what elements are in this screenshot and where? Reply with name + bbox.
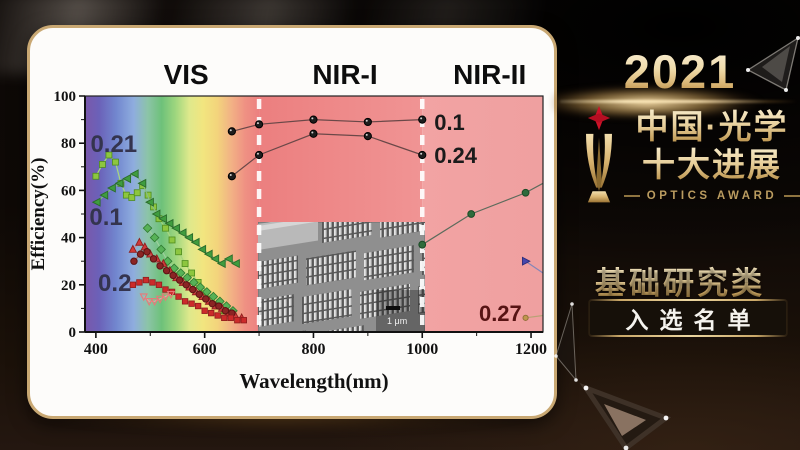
award-subtitle: OPTICS AWARD	[624, 190, 800, 202]
award-title: 中国·光学 十大进展 OPTICS AWARD	[624, 108, 800, 202]
result-card: 1 μm 400 600 800 1000 1200 0 20 40 60 80 100 Wavelen…	[27, 25, 557, 419]
svg-text:80: 80	[61, 136, 76, 152]
svg-text:0.27: 0.27	[479, 301, 522, 326]
series-black-circles-0.24	[227, 129, 427, 181]
svg-text:20: 20	[61, 278, 76, 294]
svg-text:1 μm: 1 μm	[387, 316, 407, 326]
trophy-right-wing	[599, 133, 612, 188]
series-green-triangles-0.1	[91, 169, 240, 269]
svg-text:100: 100	[54, 89, 77, 105]
award-title-line1: 中国·光学	[624, 108, 800, 146]
svg-text:40: 40	[61, 231, 76, 247]
dash-right	[784, 195, 800, 197]
list-badge: 入选名单	[588, 299, 788, 337]
star-icon-h	[587, 113, 611, 123]
axes: 400 600 800 1000 1200 0 20 40 60 80 100 Wavelength(…	[30, 89, 547, 393]
series-pink-open-triangles	[139, 290, 176, 307]
dash-left	[624, 195, 640, 197]
svg-text:0.2: 0.2	[98, 270, 131, 297]
svg-text:VIS: VIS	[164, 59, 209, 90]
svg-text:0.1: 0.1	[89, 204, 122, 231]
series-gold-dot-0.27	[522, 314, 544, 321]
category-label: 基础研究类	[560, 258, 800, 303]
award-subtitle-text: OPTICS AWARD	[646, 190, 778, 202]
svg-text:0: 0	[69, 325, 77, 341]
svg-text:60: 60	[61, 183, 76, 199]
svg-text:400: 400	[84, 341, 108, 358]
sem-inset-image: 1 μm	[258, 222, 425, 333]
series-darkred-circles	[130, 248, 236, 317]
series-green-circles-nir2	[418, 182, 544, 249]
series-blue-triangle-right	[521, 256, 544, 274]
svg-text:1000: 1000	[406, 341, 438, 358]
award-title-line2: 十大进展	[624, 146, 800, 184]
svg-text:600: 600	[193, 341, 217, 358]
svg-text:0.1: 0.1	[434, 110, 465, 135]
trophy-blade	[596, 137, 602, 192]
svg-text:NIR-II: NIR-II	[453, 59, 526, 90]
trophy-base	[587, 191, 611, 203]
svg-text:800: 800	[301, 341, 325, 358]
light-beam-core-decoration	[560, 100, 798, 103]
svg-text:Wavelength(nm): Wavelength(nm)	[239, 369, 388, 393]
svg-text:1200: 1200	[515, 341, 547, 358]
svg-text:0.24: 0.24	[434, 143, 478, 168]
dashed-separators	[256, 99, 425, 330]
svg-text:NIR-I: NIR-I	[312, 59, 377, 90]
trophy-left-wing	[586, 133, 599, 188]
svg-text:Efficiency(%): Efficiency(%)	[30, 158, 49, 271]
series-black-circles-0.1	[227, 115, 427, 136]
efficiency-chart: 1 μm 400 600 800 1000 1200 0 20 40 60 80 100 Wavelen…	[30, 59, 547, 393]
trophy-icon	[586, 106, 612, 203]
list-badge-text: 入选名单	[590, 301, 786, 335]
svg-text:0.21: 0.21	[90, 131, 137, 158]
